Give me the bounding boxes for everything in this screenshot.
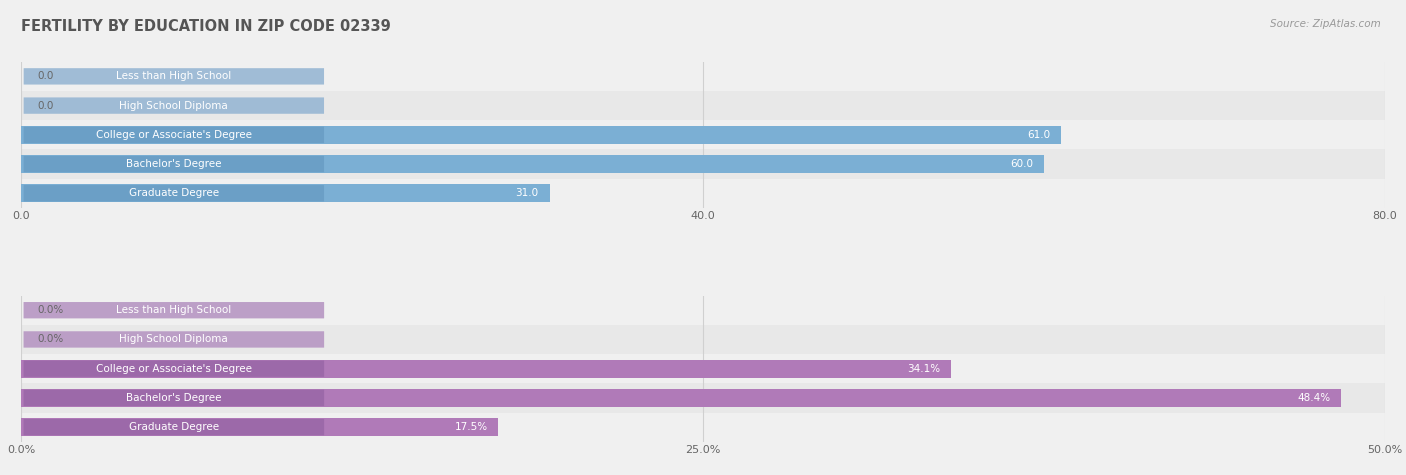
Text: 0.0: 0.0 <box>38 71 53 81</box>
Bar <box>21 91 1385 120</box>
Text: Graduate Degree: Graduate Degree <box>129 422 219 432</box>
Bar <box>21 150 1385 179</box>
Text: High School Diploma: High School Diploma <box>120 101 228 111</box>
FancyBboxPatch shape <box>24 331 325 348</box>
Bar <box>21 360 952 378</box>
Text: Source: ZipAtlas.com: Source: ZipAtlas.com <box>1270 19 1381 29</box>
FancyBboxPatch shape <box>24 419 325 435</box>
FancyBboxPatch shape <box>24 156 323 172</box>
Text: 34.1%: 34.1% <box>907 364 941 374</box>
Text: Graduate Degree: Graduate Degree <box>129 188 219 198</box>
FancyBboxPatch shape <box>24 361 325 377</box>
Bar <box>21 126 1062 144</box>
Text: 17.5%: 17.5% <box>454 422 488 432</box>
Bar <box>21 418 499 436</box>
Text: 31.0: 31.0 <box>516 188 538 198</box>
Bar <box>21 383 1385 412</box>
Text: 0.0: 0.0 <box>38 101 53 111</box>
Text: FERTILITY BY EDUCATION IN ZIP CODE 02339: FERTILITY BY EDUCATION IN ZIP CODE 02339 <box>21 19 391 34</box>
Bar <box>21 354 1385 383</box>
Text: 0.0%: 0.0% <box>38 334 63 344</box>
Bar <box>21 155 1045 173</box>
Bar <box>21 179 1385 208</box>
FancyBboxPatch shape <box>24 127 323 143</box>
FancyBboxPatch shape <box>24 97 323 114</box>
Text: 61.0: 61.0 <box>1026 130 1050 140</box>
FancyBboxPatch shape <box>24 185 323 201</box>
Text: College or Associate's Degree: College or Associate's Degree <box>96 130 252 140</box>
Text: Bachelor's Degree: Bachelor's Degree <box>127 393 222 403</box>
Bar <box>21 389 1341 407</box>
Bar <box>21 295 1385 325</box>
Bar <box>21 120 1385 150</box>
FancyBboxPatch shape <box>24 302 325 318</box>
Bar <box>21 62 1385 91</box>
Bar <box>21 184 550 202</box>
Text: College or Associate's Degree: College or Associate's Degree <box>96 364 252 374</box>
Text: High School Diploma: High School Diploma <box>120 334 228 344</box>
Text: 0.0%: 0.0% <box>38 305 63 315</box>
Text: Less than High School: Less than High School <box>117 71 232 81</box>
Text: 48.4%: 48.4% <box>1298 393 1330 403</box>
Bar <box>21 325 1385 354</box>
FancyBboxPatch shape <box>24 68 323 85</box>
FancyBboxPatch shape <box>24 390 325 406</box>
Text: 60.0: 60.0 <box>1010 159 1033 169</box>
Text: Less than High School: Less than High School <box>117 305 232 315</box>
Text: Bachelor's Degree: Bachelor's Degree <box>127 159 222 169</box>
Bar <box>21 412 1385 442</box>
